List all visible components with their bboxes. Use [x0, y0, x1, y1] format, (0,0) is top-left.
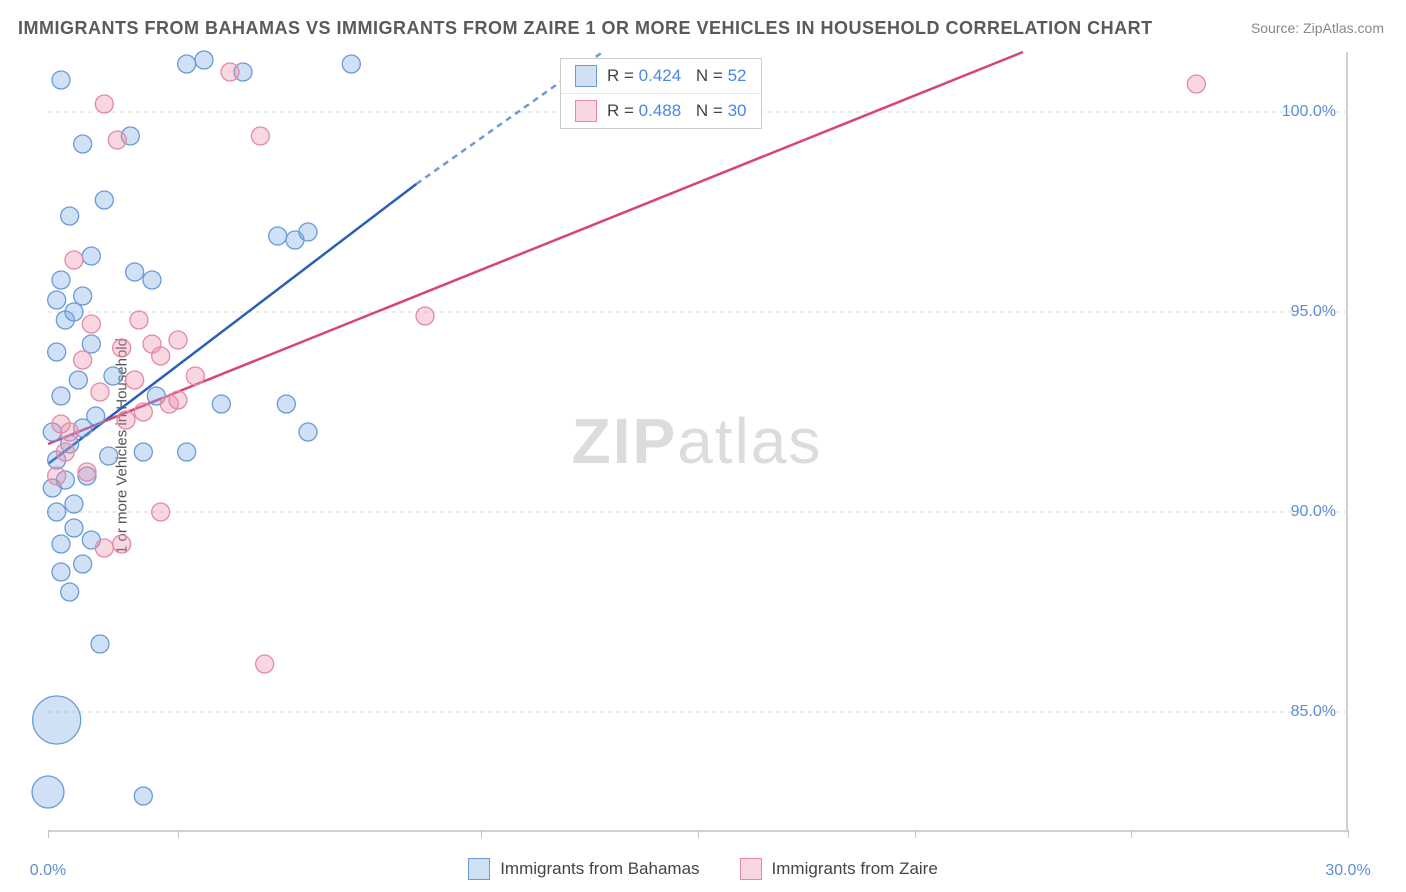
y-tick-label: 100.0% [1282, 103, 1336, 121]
x-tick-mark [1131, 830, 1132, 838]
x-tick-mark [915, 830, 916, 838]
swatch-zaire-bottom [740, 858, 762, 880]
source-attribution: Source: ZipAtlas.com [1251, 20, 1384, 36]
r-value-bahamas: 0.424 [639, 66, 682, 85]
legend-label-bahamas: Immigrants from Bahamas [500, 859, 699, 879]
x-tick-mark [481, 830, 482, 838]
legend-item-zaire: Immigrants from Zaire [740, 858, 938, 880]
x-tick-mark [48, 830, 49, 838]
scatter-plot-svg [48, 52, 1346, 830]
plot-area: ZIPatlas 85.0%90.0%95.0%100.0% 0.0%30.0% [48, 52, 1348, 832]
y-tick-label: 90.0% [1291, 503, 1336, 521]
y-tick-label: 95.0% [1291, 303, 1336, 321]
y-tick-label: 85.0% [1291, 703, 1336, 721]
n-value-bahamas: 52 [728, 66, 747, 85]
legend-label-zaire: Immigrants from Zaire [772, 859, 938, 879]
x-tick-mark [698, 830, 699, 838]
swatch-bahamas-bottom [468, 858, 490, 880]
chart-title: IMMIGRANTS FROM BAHAMAS VS IMMIGRANTS FR… [18, 18, 1153, 39]
stats-row-zaire: R = 0.488 N = 30 [561, 93, 761, 128]
stats-row-bahamas: R = 0.424 N = 52 [561, 59, 761, 93]
x-tick-mark [1348, 830, 1349, 838]
n-value-zaire: 30 [728, 101, 747, 120]
legend-item-bahamas: Immigrants from Bahamas [468, 858, 699, 880]
swatch-bahamas [575, 65, 597, 87]
x-tick-mark [178, 830, 179, 838]
stats-legend: R = 0.424 N = 52 R = 0.488 N = 30 [560, 58, 762, 129]
series-legend: Immigrants from Bahamas Immigrants from … [0, 858, 1406, 880]
swatch-zaire [575, 100, 597, 122]
r-value-zaire: 0.488 [639, 101, 682, 120]
